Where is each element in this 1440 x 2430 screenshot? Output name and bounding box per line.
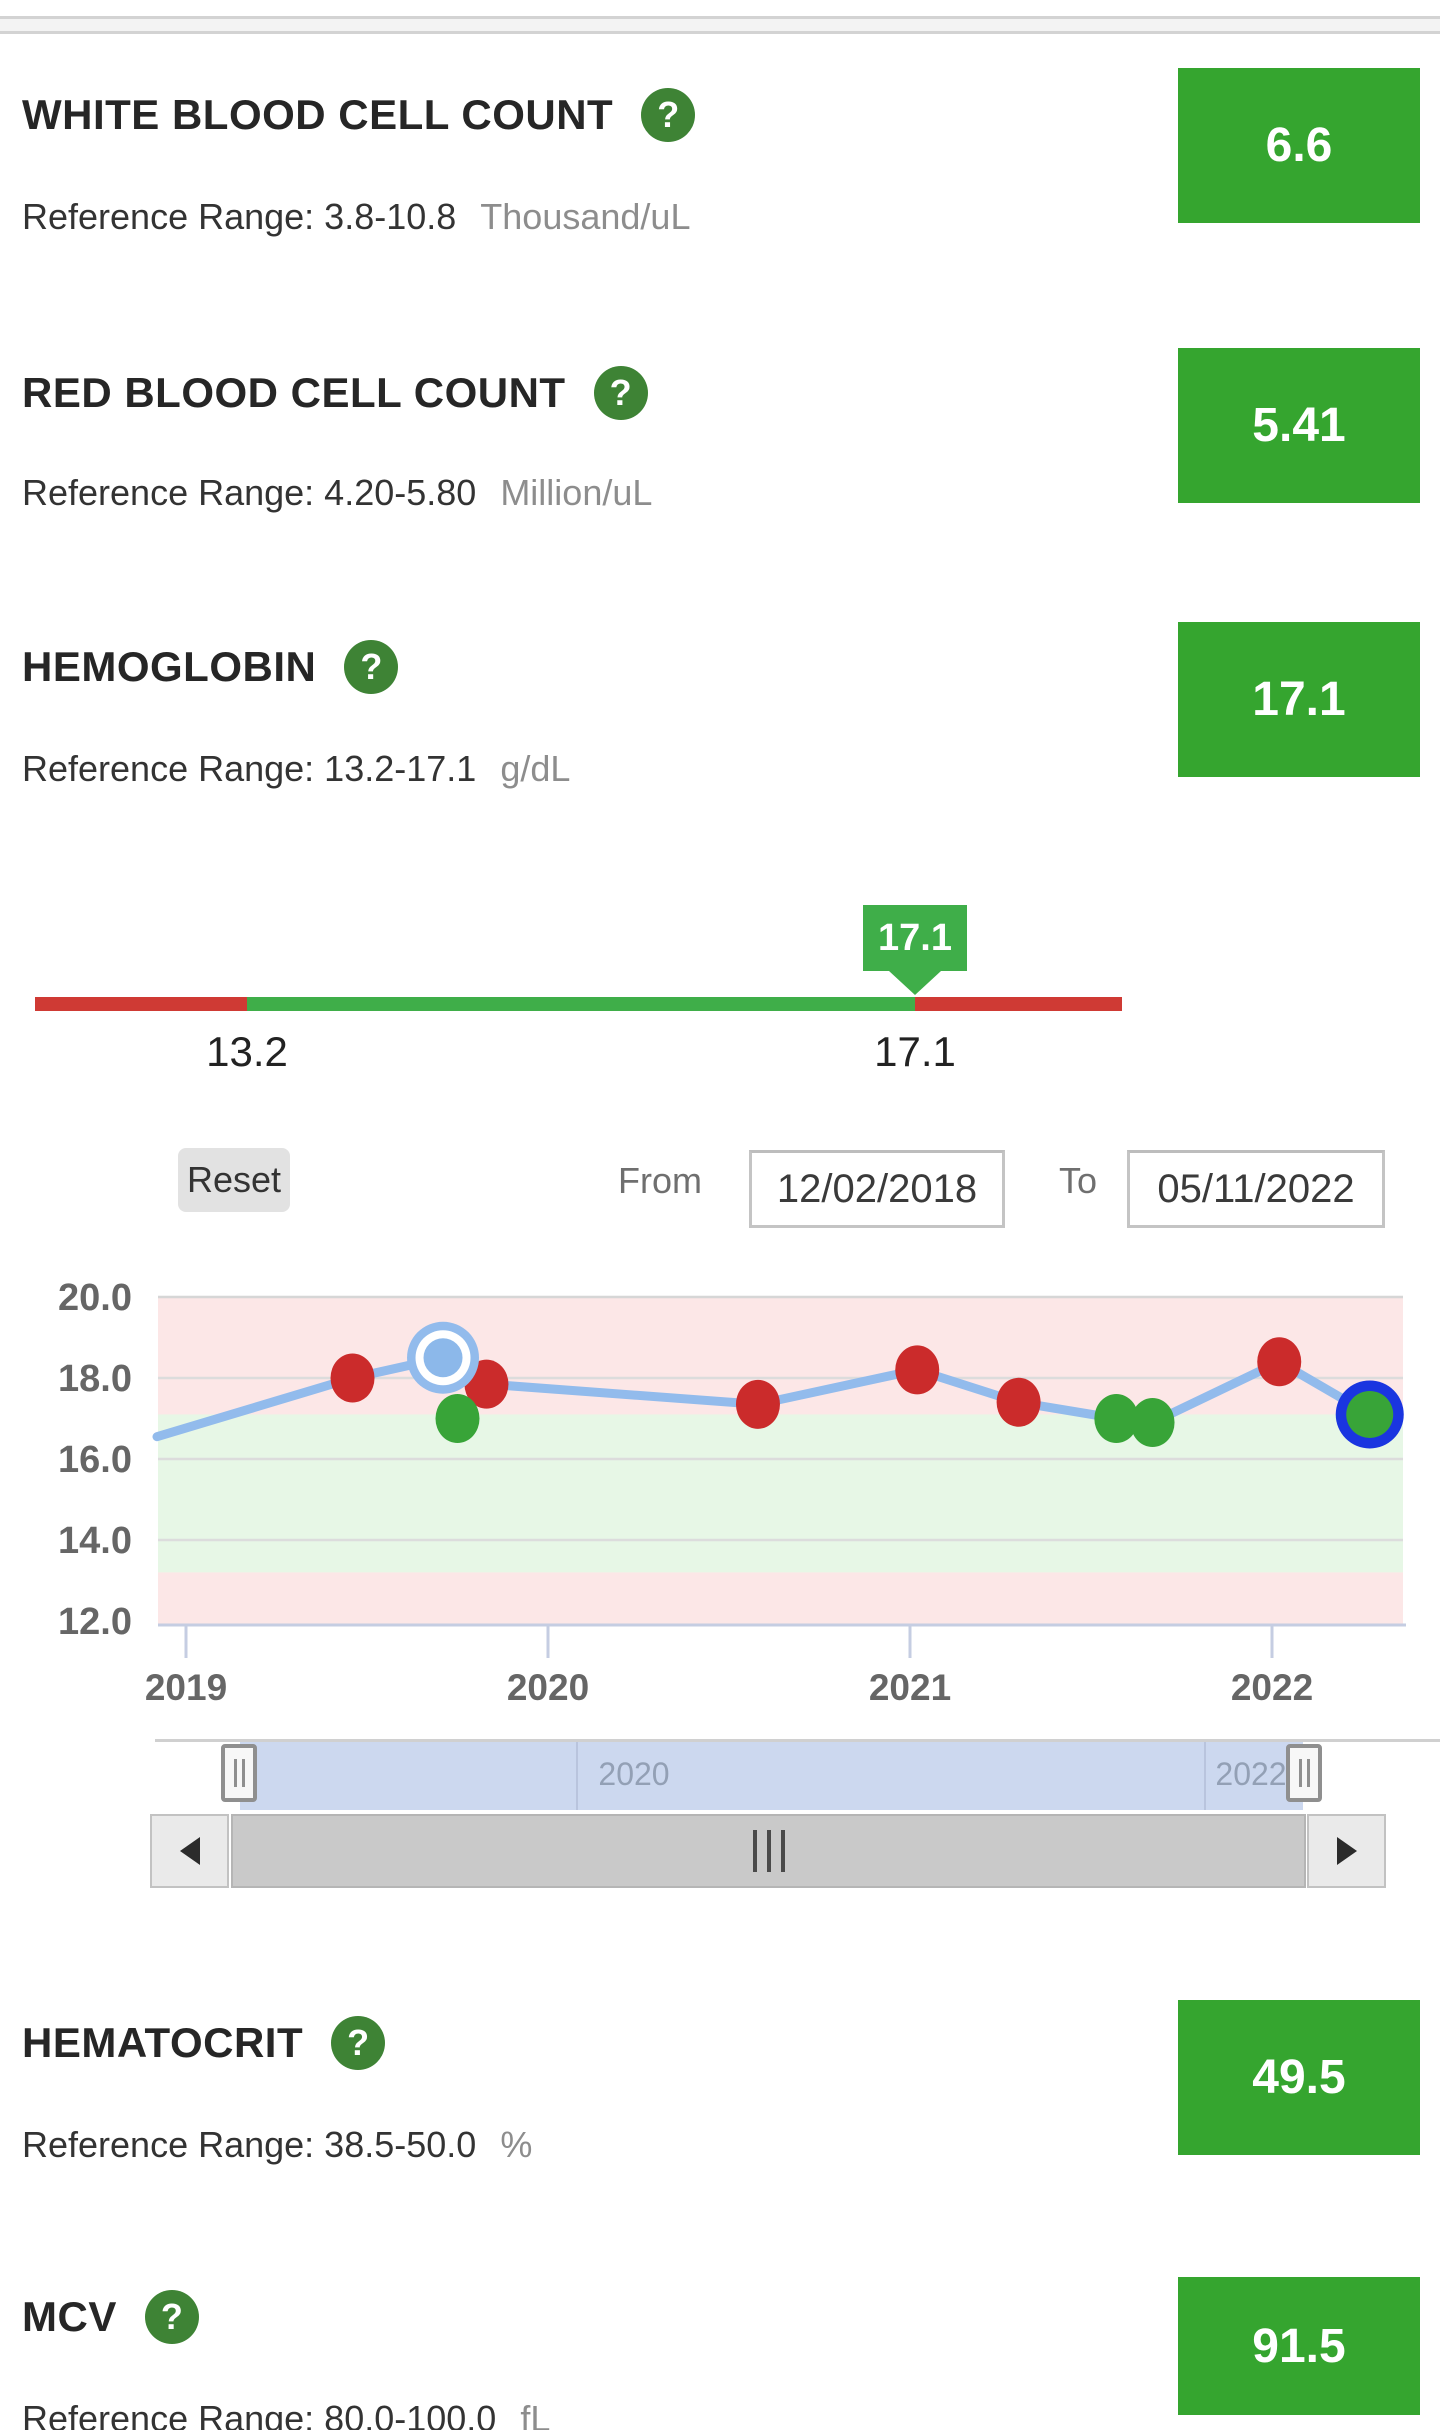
to-label: To: [1059, 1160, 1098, 1201]
range-marker-value: 17.1: [878, 916, 952, 959]
right-arrow-icon: [1336, 1837, 1357, 1865]
x-axis-tick-label: 2021: [869, 1667, 951, 1708]
hemoglobin-value-badge: 17.1: [1178, 622, 1420, 777]
rbc-value-badge: 5.41: [1178, 348, 1420, 503]
reference-range-bar: [35, 997, 1122, 1011]
y-axis-tick-label: 16.0: [58, 1439, 132, 1481]
range-marker-pointer: [889, 971, 941, 995]
rbc-help-icon[interactable]: ?: [593, 366, 648, 420]
mcv-help-icon[interactable]: ?: [144, 2290, 199, 2344]
hemoglobin-ref-label: Reference Range: 13.2-17.1: [22, 748, 477, 789]
hematocrit-reference-range: Reference Range: 38.5-50.0%: [22, 2124, 532, 2166]
scrollbar-left-button[interactable]: [150, 1814, 229, 1888]
data-point-high[interactable]: [330, 1353, 375, 1403]
hovered-point-center: [423, 1338, 463, 1378]
hematocrit-ref-label: Reference Range: 38.5-50.0: [22, 2124, 477, 2165]
y-axis-tick-label: 14.0: [58, 1520, 132, 1562]
rbc-value: 5.41: [1252, 399, 1346, 452]
question-mark-icon: ?: [347, 2022, 370, 2063]
range-segment-in-range: [247, 997, 915, 1011]
mcv-title-row: MCV ?: [22, 2290, 199, 2344]
rbc-reference-range: Reference Range: 4.20-5.80 Million/uL: [22, 472, 652, 514]
selected-point: [1346, 1390, 1394, 1438]
x-axis-tick-label: 2022: [1231, 1667, 1313, 1708]
navigator-selected-range[interactable]: 2020 2022: [240, 1742, 1303, 1810]
to-date-input[interactable]: [1127, 1150, 1385, 1228]
hematocrit-value: 49.5: [1252, 2051, 1346, 2104]
range-segment-above: [915, 997, 1122, 1011]
mcv-ref-label: Reference Range: 80.0-100.0: [22, 2398, 497, 2430]
section-divider: [0, 16, 1440, 34]
navigator-left-handle[interactable]: [221, 1744, 257, 1802]
navigator-label-2022: 2022: [1215, 1756, 1287, 1792]
wbc-help-icon[interactable]: ?: [641, 88, 696, 142]
y-axis-tick-label: 12.0: [58, 1601, 132, 1643]
rbc-ref-label: Reference Range: 4.20-5.80: [22, 472, 477, 513]
in-range-band: [158, 1414, 1403, 1573]
range-max-label: 17.1: [874, 1028, 956, 1075]
hematocrit-title: HEMATOCRIT: [22, 2019, 304, 2066]
range-min-label: 13.2: [206, 1028, 288, 1075]
hemoglobin-reference-range: Reference Range: 13.2-17.1 g/dL: [22, 748, 570, 790]
navigator-right-handle[interactable]: [1286, 1744, 1322, 1802]
from-date-input[interactable]: [749, 1150, 1005, 1228]
hematocrit-help-icon[interactable]: ?: [331, 2016, 386, 2070]
question-mark-icon: ?: [160, 2296, 183, 2337]
hematocrit-unit: %: [500, 2124, 533, 2165]
hemoglobin-help-icon[interactable]: ?: [344, 640, 399, 694]
reset-button-label: Reset: [186, 1159, 282, 1200]
wbc-reference-range: Reference Range: 3.8-10.8 Thousand/uL: [22, 196, 690, 238]
rbc-title-row: RED BLOOD CELL COUNT ?: [22, 366, 648, 420]
data-point-high[interactable]: [996, 1377, 1041, 1427]
x-axis-tick-label: 2019: [145, 1667, 227, 1708]
hematocrit-title-row: HEMATOCRIT ?: [22, 2016, 386, 2070]
hemoglobin-history-chart: 20.0 18.0 16.0 14.0 12.0 2019 2020 2021 2022: [58, 1277, 1406, 1708]
hemoglobin-title-row: HEMOGLOBIN ?: [22, 640, 399, 694]
wbc-unit: Thousand/uL: [480, 196, 691, 237]
data-point-normal[interactable]: [435, 1394, 480, 1443]
y-axis-tick-label: 18.0: [58, 1358, 132, 1400]
wbc-value: 6.6: [1265, 119, 1333, 172]
range-segment-below: [35, 997, 247, 1011]
question-mark-icon: ?: [609, 372, 632, 413]
range-marker-flag: 17.1: [863, 905, 967, 971]
scrollbar-thumb[interactable]: [231, 1814, 1306, 1888]
mcv-unit: fL: [520, 2398, 551, 2430]
reset-button[interactable]: Reset: [178, 1148, 290, 1212]
from-label: From: [618, 1160, 702, 1201]
navigator-top-line: [155, 1739, 1440, 1742]
hemoglobin-title: HEMOGLOBIN: [22, 643, 317, 690]
question-mark-icon: ?: [657, 94, 680, 135]
mcv-reference-range: Reference Range: 80.0-100.0 fL: [22, 2398, 550, 2430]
wbc-title-row: WHITE BLOOD CELL COUNT ?: [22, 88, 696, 142]
data-point-high[interactable]: [1257, 1337, 1302, 1387]
mcv-value-badge: 91.5: [1178, 2277, 1420, 2415]
x-axis-tick-label: 2020: [507, 1667, 589, 1708]
hemoglobin-value: 17.1: [1252, 673, 1346, 726]
hemoglobin-unit: g/dL: [500, 748, 571, 789]
rbc-unit: Million/uL: [500, 472, 653, 513]
data-point-high[interactable]: [735, 1379, 780, 1429]
navigator-label-2020: 2020: [598, 1756, 670, 1792]
data-point-high[interactable]: [895, 1345, 940, 1395]
hematocrit-value-badge: 49.5: [1178, 2000, 1420, 2155]
navigator-gridline: [1204, 1742, 1206, 1810]
mcv-value: 91.5: [1252, 2319, 1346, 2373]
data-point-normal[interactable]: [1130, 1398, 1175, 1448]
wbc-value-badge: 6.6: [1178, 68, 1420, 223]
mcv-title: MCV: [22, 2293, 117, 2340]
wbc-ref-label: Reference Range: 3.8-10.8: [22, 196, 457, 237]
data-point-normal[interactable]: [1094, 1394, 1139, 1443]
wbc-title: WHITE BLOOD CELL COUNT: [22, 91, 614, 138]
left-arrow-icon: [179, 1837, 200, 1865]
navigator-gridline: [576, 1742, 578, 1810]
question-mark-icon: ?: [360, 646, 383, 687]
scrollbar-right-button[interactable]: [1307, 1814, 1386, 1888]
rbc-title: RED BLOOD CELL COUNT: [22, 369, 566, 416]
y-axis-tick-label: 20.0: [58, 1277, 132, 1319]
